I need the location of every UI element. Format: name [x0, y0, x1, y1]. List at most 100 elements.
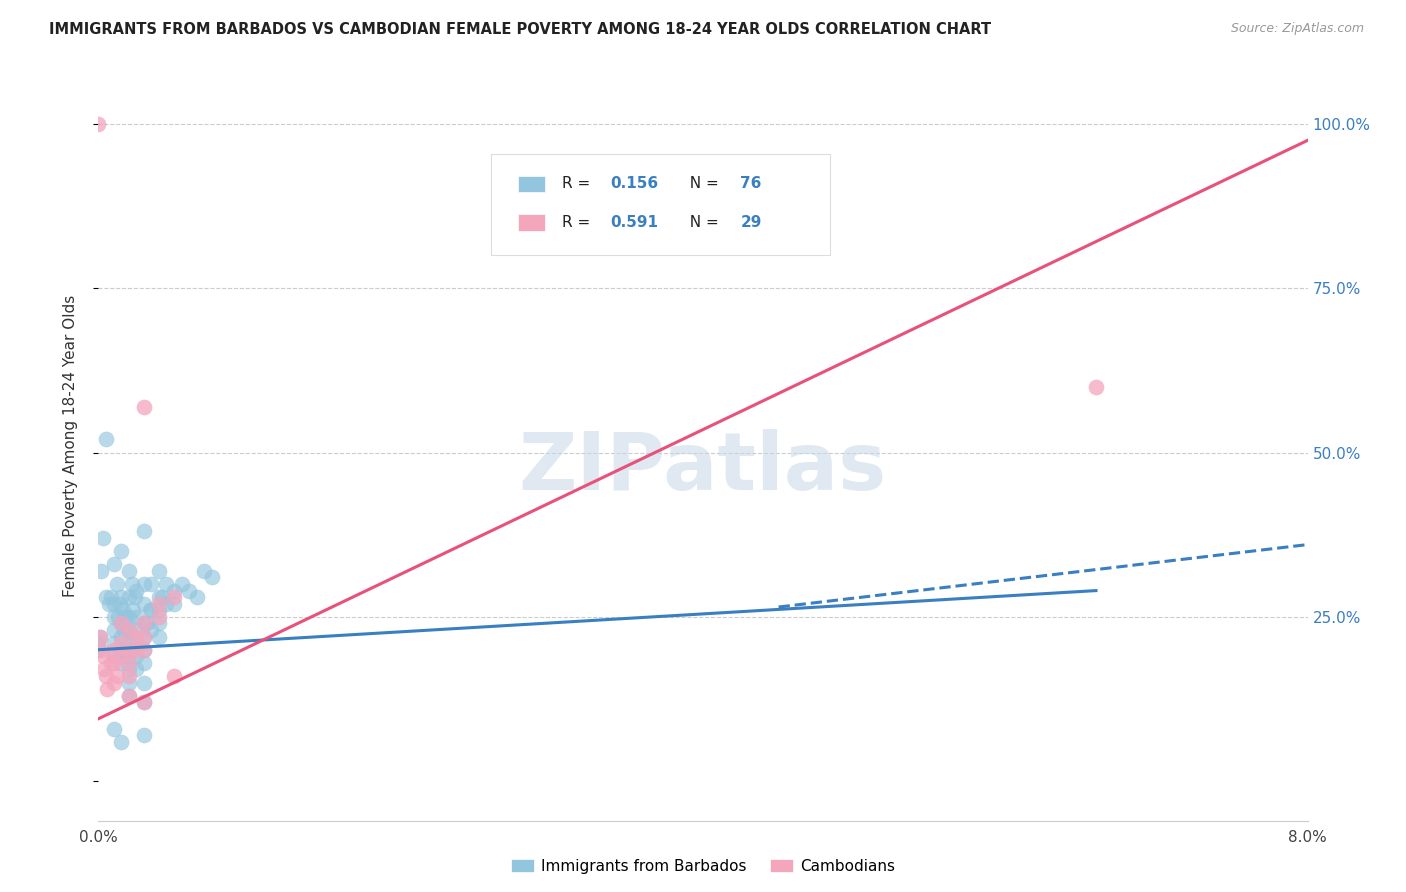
- Point: [110, 636, 132, 650]
- Point: [132, 616, 155, 631]
- Point: [132, 577, 155, 591]
- Point: [118, 623, 141, 637]
- FancyBboxPatch shape: [517, 176, 544, 192]
- Point: [118, 564, 141, 578]
- Point: [148, 630, 170, 644]
- FancyBboxPatch shape: [517, 214, 544, 231]
- Point: [108, 597, 131, 611]
- Point: [118, 656, 141, 670]
- Point: [103, 642, 125, 657]
- Point: [91, 649, 114, 664]
- Point: [103, 722, 125, 736]
- Text: R =: R =: [561, 177, 595, 191]
- Point: [103, 610, 125, 624]
- Point: [155, 577, 177, 591]
- Point: [110, 642, 132, 657]
- Point: [125, 649, 148, 664]
- Point: [118, 689, 141, 703]
- Text: 29: 29: [741, 215, 762, 230]
- Point: [103, 649, 125, 664]
- Point: [103, 558, 125, 572]
- Point: [1085, 380, 1108, 394]
- Point: [110, 544, 132, 558]
- Point: [148, 564, 170, 578]
- Point: [103, 597, 125, 611]
- Text: ZIPatlas: ZIPatlas: [519, 429, 887, 508]
- Point: [125, 636, 148, 650]
- Point: [100, 590, 122, 604]
- Point: [132, 630, 155, 644]
- FancyBboxPatch shape: [492, 153, 830, 255]
- Point: [118, 610, 141, 624]
- Point: [87, 636, 110, 650]
- Point: [118, 669, 141, 683]
- Point: [89, 630, 111, 644]
- Point: [193, 564, 215, 578]
- Point: [118, 636, 141, 650]
- Point: [170, 577, 193, 591]
- Point: [98, 597, 121, 611]
- Point: [118, 689, 141, 703]
- Point: [105, 577, 128, 591]
- Point: [118, 649, 141, 664]
- Point: [132, 675, 155, 690]
- Point: [132, 400, 155, 414]
- Legend: Immigrants from Barbados, Cambodians: Immigrants from Barbados, Cambodians: [505, 853, 901, 880]
- Point: [118, 663, 141, 677]
- Point: [114, 610, 136, 624]
- Point: [110, 616, 132, 631]
- Point: [124, 590, 146, 604]
- Point: [87, 117, 110, 131]
- Point: [107, 610, 129, 624]
- Y-axis label: Female Poverty Among 18-24 Year Olds: Female Poverty Among 18-24 Year Olds: [63, 295, 77, 597]
- Point: [89, 630, 111, 644]
- Point: [141, 603, 163, 617]
- Point: [132, 695, 155, 709]
- Point: [132, 597, 155, 611]
- Point: [122, 603, 145, 617]
- Point: [141, 577, 163, 591]
- Point: [125, 610, 148, 624]
- Point: [132, 642, 155, 657]
- Point: [163, 669, 186, 683]
- Point: [201, 570, 224, 584]
- Point: [94, 590, 117, 604]
- Point: [110, 735, 132, 749]
- Point: [132, 616, 155, 631]
- Point: [148, 603, 170, 617]
- Point: [110, 656, 132, 670]
- Point: [103, 636, 125, 650]
- Point: [163, 590, 186, 604]
- Point: [132, 630, 155, 644]
- Point: [121, 577, 143, 591]
- Point: [148, 597, 170, 611]
- Point: [132, 642, 155, 657]
- Point: [163, 597, 186, 611]
- Point: [90, 642, 112, 657]
- Point: [132, 728, 155, 742]
- Point: [110, 616, 132, 631]
- Point: [110, 590, 132, 604]
- Point: [118, 623, 141, 637]
- Point: [112, 623, 135, 637]
- Point: [125, 663, 148, 677]
- Point: [111, 603, 134, 617]
- Text: 0.156: 0.156: [610, 177, 658, 191]
- Point: [148, 610, 170, 624]
- Text: IMMIGRANTS FROM BARBADOS VS CAMBODIAN FEMALE POVERTY AMONG 18-24 YEAR OLDS CORRE: IMMIGRANTS FROM BARBADOS VS CAMBODIAN FE…: [49, 22, 991, 37]
- Text: Source: ZipAtlas.com: Source: ZipAtlas.com: [1230, 22, 1364, 36]
- Point: [163, 583, 186, 598]
- Point: [148, 590, 170, 604]
- Point: [118, 642, 141, 657]
- Text: N =: N =: [681, 215, 724, 230]
- Point: [103, 656, 125, 670]
- Point: [125, 623, 148, 637]
- Point: [87, 642, 110, 657]
- Point: [150, 590, 173, 604]
- Text: N =: N =: [681, 177, 724, 191]
- Point: [179, 583, 201, 598]
- Point: [94, 669, 117, 683]
- Text: 76: 76: [741, 177, 762, 191]
- Point: [132, 524, 155, 539]
- Point: [100, 656, 122, 670]
